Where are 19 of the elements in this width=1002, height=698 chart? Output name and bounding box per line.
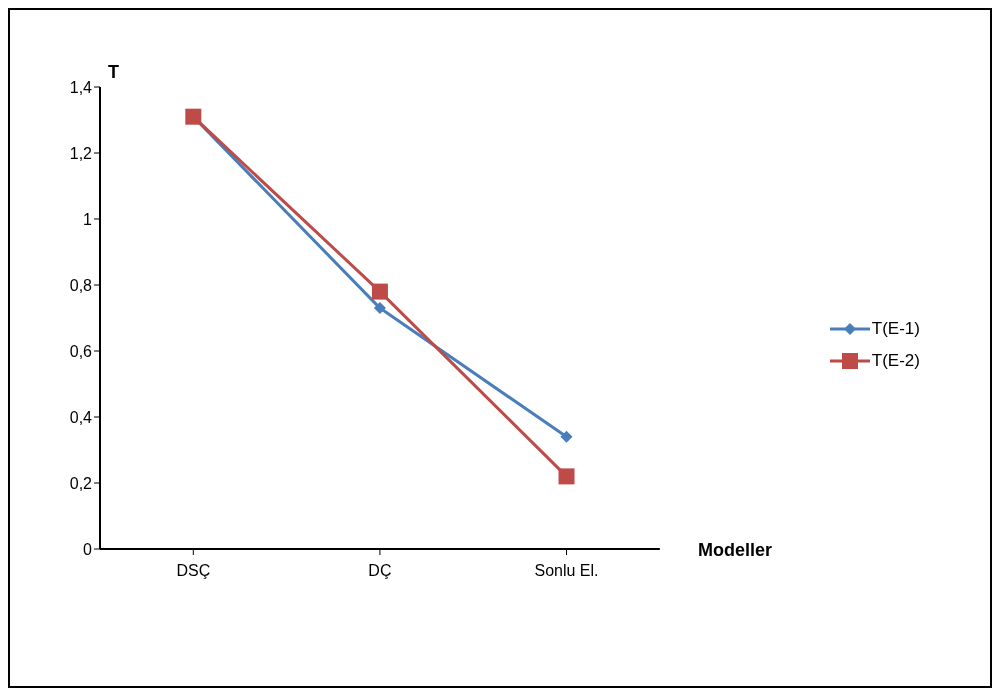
point [371,283,388,300]
x-tick-label: DSÇ [176,562,211,580]
y-tick-label: 0,8 [69,276,93,294]
y-tick-label: 0,2 [69,474,93,492]
x-tick-label: Sonlu El. [534,562,599,580]
y-tick-label: 0 [83,540,93,558]
point [560,430,573,443]
y-tick-label: 1 [83,210,93,228]
legend-label: T(E-2) [871,351,920,371]
y-tick-label: 1,2 [69,144,93,162]
x-tick-label: DÇ [368,562,392,580]
x-axis-title: Modeller [698,540,773,561]
y-tick-label: 1,4 [69,78,93,96]
point [558,468,575,485]
y-axis-title: T [108,62,119,83]
y-tick-label: 0,4 [69,408,93,426]
legend-label: T(E-1) [871,319,920,339]
y-tick-label: 0,6 [69,342,93,360]
point [373,302,386,315]
